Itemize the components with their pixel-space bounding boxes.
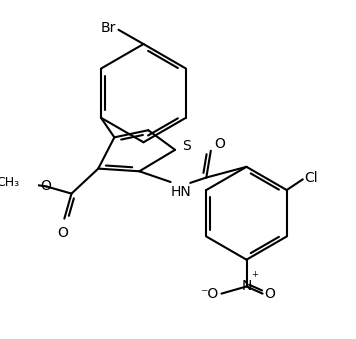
Text: +: + (251, 270, 258, 279)
Text: O: O (214, 137, 225, 151)
Text: O: O (265, 286, 275, 301)
Text: HN: HN (171, 185, 192, 199)
Text: S: S (182, 139, 191, 153)
Text: O: O (57, 226, 68, 240)
Text: N: N (241, 279, 252, 294)
Text: CH₃: CH₃ (0, 176, 20, 190)
Text: Br: Br (100, 21, 116, 35)
Text: ⁻O: ⁻O (200, 286, 218, 301)
Text: Cl: Cl (305, 171, 318, 184)
Text: O: O (40, 179, 51, 193)
